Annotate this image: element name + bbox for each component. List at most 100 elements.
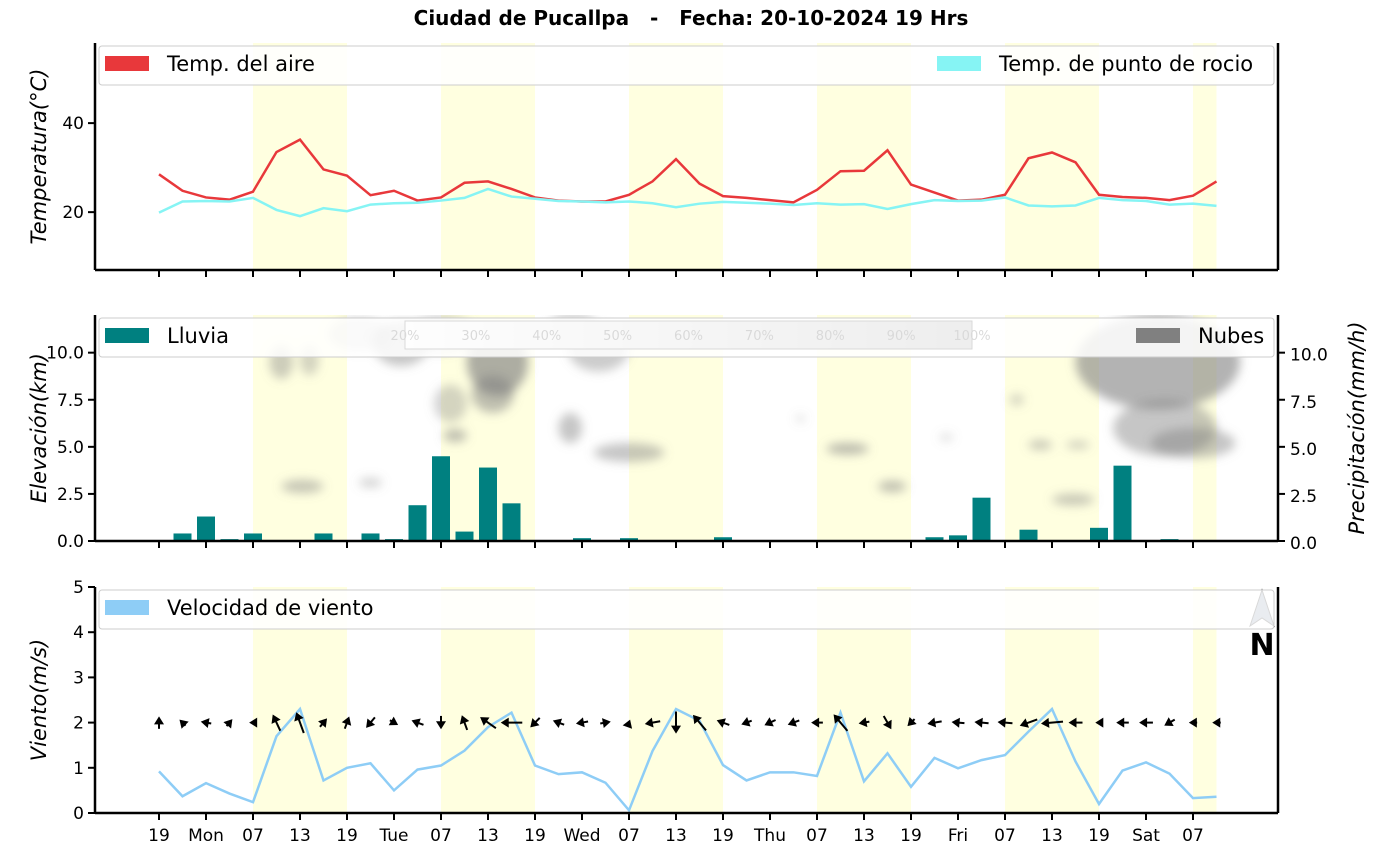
wind-arrow	[223, 719, 233, 729]
wind-arrow	[997, 717, 1013, 728]
panel-1: Temp. del aire Temp. de punto de rocio 20 4…	[27, 43, 1280, 277]
rain-bar	[502, 503, 521, 541]
y-tick-label-right: 10.0	[1290, 346, 1328, 366]
legend-swatch	[105, 600, 149, 615]
daylight-band	[1193, 43, 1217, 270]
wind-arrow	[644, 717, 661, 728]
cloud-patch	[1009, 394, 1024, 406]
wind-arrow	[764, 717, 776, 727]
wind-arrow	[480, 717, 497, 729]
y-tick-label-right: 2.5	[1290, 487, 1317, 507]
x-tick-label: Fri	[948, 826, 968, 846]
x-tick-label: 13	[665, 826, 687, 846]
wind-arrow	[692, 714, 707, 732]
x-tick-label: Mon	[188, 826, 224, 846]
x-tick-label: 19	[148, 826, 170, 846]
wind-arrow	[1164, 717, 1176, 726]
x-tick-label: Wed	[563, 826, 600, 846]
x-tick-label: 19	[1088, 826, 1110, 846]
wind-arrow	[436, 715, 446, 730]
wind-arrow	[1139, 717, 1153, 728]
rain-bar	[1019, 529, 1038, 541]
legend-swatch	[105, 328, 149, 343]
wind-arrow	[811, 717, 823, 728]
y-tick-label: 2	[73, 714, 84, 734]
wind-arrow	[1040, 717, 1064, 728]
wind-arrow	[1116, 717, 1129, 728]
cloud-patch	[358, 477, 383, 488]
legend: Lluvia Nubes	[98, 317, 1275, 358]
wind-arrow	[530, 717, 541, 728]
wind-arrow	[1068, 717, 1083, 728]
legend-label: Temp. de punto de rocio	[998, 52, 1253, 76]
wind-arrow	[858, 717, 870, 728]
wind-arrow	[500, 717, 523, 728]
y-axis-title: Viento(m/s)	[27, 639, 51, 761]
y-axis-title: Elevación(km)	[27, 353, 51, 503]
y-tick-label: 1	[73, 759, 84, 779]
wind-arrow	[907, 716, 917, 727]
legend-box	[98, 317, 1275, 358]
x-tick-label: 19	[900, 826, 922, 846]
wind-arrow	[154, 716, 164, 729]
y-axis-title: Temperatura(°C)	[27, 69, 51, 245]
rain-bar	[408, 505, 427, 541]
legend: Velocidad de viento	[98, 589, 1275, 630]
wind-speed-line	[158, 706, 1217, 813]
wind-arrow	[882, 715, 892, 730]
cloud-patch	[1150, 428, 1236, 459]
x-tick-label: 07	[994, 826, 1016, 846]
x-tick-label: 19	[336, 826, 358, 846]
dew-point-line	[158, 187, 1217, 218]
wind-arrow	[271, 714, 282, 732]
legend-swatch	[1136, 328, 1180, 343]
x-tick-label: Thu	[753, 826, 786, 846]
rain-bar	[244, 533, 262, 541]
wind-arrow	[974, 717, 989, 728]
wind-arrow	[833, 714, 849, 732]
y-tick-label: 2.5	[57, 485, 84, 505]
cloud-patch	[471, 375, 514, 413]
rain-bar	[620, 538, 638, 541]
rain-bar	[1090, 527, 1108, 541]
rain-bar	[432, 456, 450, 541]
cloud-patch	[281, 479, 324, 493]
y-tick-label: 10.0	[46, 344, 84, 364]
y-tick-label-right: 5.0	[1290, 440, 1317, 460]
air-temp-line	[158, 137, 1218, 204]
legend-label: Temp. del aire	[166, 52, 315, 76]
rain-bar	[479, 467, 497, 541]
wind-arrow	[671, 711, 681, 734]
wind-arrow	[716, 718, 730, 728]
wind-arrow	[341, 716, 352, 730]
cloud-patch	[1052, 493, 1095, 506]
rain-bar	[925, 537, 944, 541]
x-tick-label: 07	[618, 826, 640, 846]
page-title: Ciudad de Pucallpa - Fecha: 20-10-2024 1…	[413, 6, 969, 30]
cloud-patch	[1066, 441, 1090, 449]
legend-swatch	[105, 56, 149, 71]
panel-2: 20%30%40%50%60%70%80%90%100%LluviaNubes0…	[27, 315, 1369, 554]
rain-bar	[173, 533, 192, 541]
wind-arrow	[741, 717, 753, 727]
x-tick-label: 13	[853, 826, 875, 846]
rain-bar	[949, 535, 967, 541]
wind-arrow	[411, 718, 424, 728]
daylight-band	[1193, 587, 1217, 813]
legend-box	[98, 589, 1275, 630]
rain-bar	[1113, 465, 1132, 541]
cloud-patch	[1028, 440, 1052, 450]
y-tick-label: 3	[73, 668, 84, 688]
x-tick-label: 19	[524, 826, 546, 846]
y-tick-label: 40	[62, 114, 84, 134]
x-tick-label: Tue	[378, 826, 408, 846]
rain-bar	[455, 531, 474, 541]
y-tick-label: 20	[62, 203, 84, 223]
wind-arrow	[366, 716, 376, 728]
x-tick-label: 19	[712, 826, 734, 846]
rain-bar	[197, 516, 215, 541]
wind-arrow	[294, 712, 305, 734]
x-tick-label: 07	[242, 826, 264, 846]
legend-label: Nubes	[1198, 324, 1264, 348]
